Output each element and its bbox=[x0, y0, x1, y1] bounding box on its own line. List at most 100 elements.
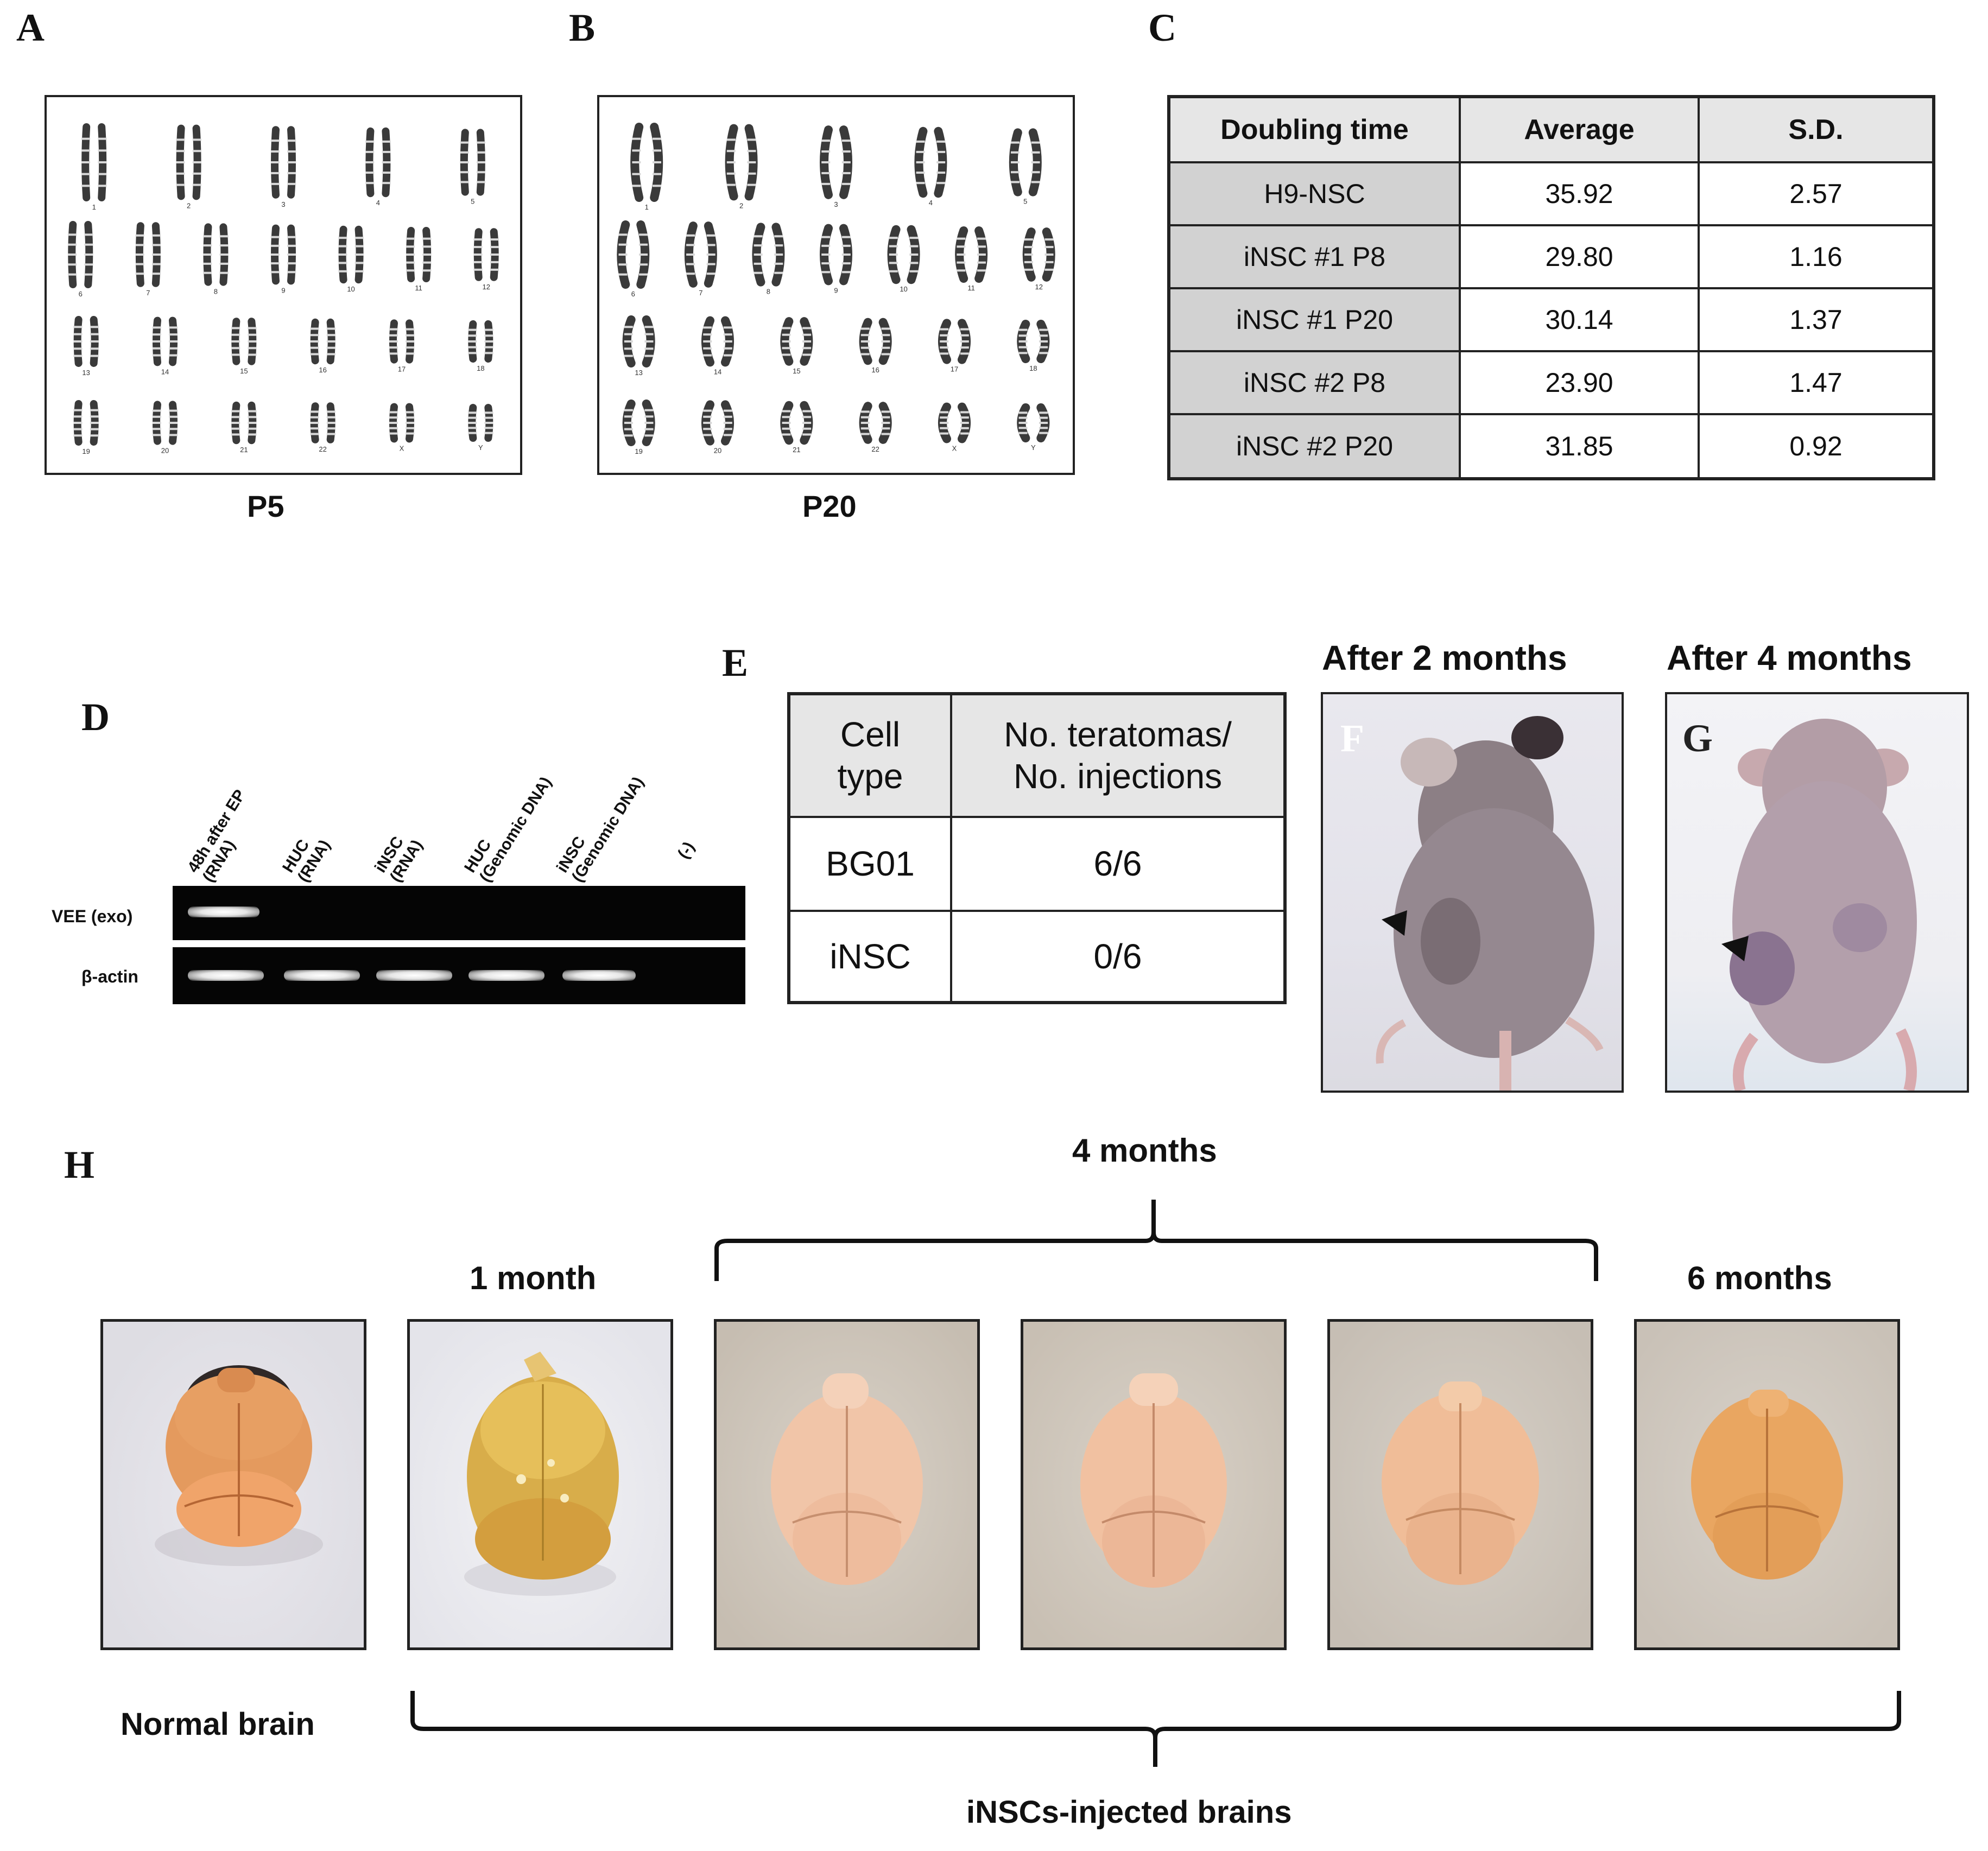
chromosome-band bbox=[841, 172, 851, 174]
chromosome-band bbox=[152, 253, 161, 256]
chromosome-pair bbox=[73, 316, 99, 367]
chromosome-band bbox=[406, 432, 415, 435]
chromosome-band bbox=[326, 433, 335, 435]
chromosome-band bbox=[389, 340, 398, 343]
chromosome-band bbox=[940, 352, 949, 355]
chromosome-number: 20 bbox=[161, 447, 169, 455]
chromosome-band bbox=[723, 434, 732, 436]
chromosome-band bbox=[916, 140, 925, 143]
chromosome-band bbox=[192, 150, 201, 153]
chromosome-band bbox=[422, 253, 432, 256]
chromosome-band bbox=[422, 261, 432, 264]
chromosome-band bbox=[802, 422, 812, 424]
chromosome-band bbox=[326, 410, 335, 413]
chromosome-number: 19 bbox=[82, 447, 90, 455]
chromosome-band bbox=[422, 269, 432, 272]
chromosome-number: 1 bbox=[645, 203, 649, 211]
chromosome-band bbox=[782, 340, 791, 343]
chromosome-band bbox=[287, 182, 296, 185]
chromosome-band bbox=[723, 354, 732, 357]
chromosome-band bbox=[484, 411, 493, 414]
chromosome-band bbox=[624, 340, 633, 343]
chromosome-band bbox=[686, 234, 695, 237]
chromosome-band bbox=[618, 253, 628, 256]
chromosome-number: 22 bbox=[871, 445, 879, 453]
chromosome-number: 9 bbox=[834, 286, 838, 294]
karyotype-caption-p20: P20 bbox=[802, 489, 857, 523]
chromosome-pair bbox=[231, 318, 257, 365]
chromosome-band bbox=[957, 261, 966, 264]
panel-label-a: A bbox=[16, 6, 45, 49]
chromosome-band bbox=[821, 161, 831, 163]
chromosome-band bbox=[326, 346, 335, 349]
chromosome-band bbox=[644, 428, 654, 430]
brain-illustration bbox=[771, 1373, 923, 1585]
chromosome-band bbox=[310, 416, 319, 419]
chromosome-band bbox=[841, 262, 851, 265]
chromosome-pair bbox=[389, 319, 415, 364]
chromosome-band bbox=[1039, 340, 1048, 343]
chromosome-band bbox=[389, 346, 398, 349]
chromosome-pair bbox=[820, 224, 852, 286]
table-cell: 29.80 bbox=[1461, 226, 1700, 289]
chromosome-band bbox=[881, 334, 890, 337]
label-injected-brains: iNSCs-injected brains bbox=[966, 1795, 1292, 1830]
gel-band bbox=[468, 970, 545, 981]
chromosome-band bbox=[73, 340, 83, 343]
chromosome-band bbox=[389, 427, 398, 429]
chromosome-band bbox=[821, 172, 831, 174]
chromosome-band bbox=[287, 244, 296, 247]
chromosome-band bbox=[310, 433, 319, 435]
chromosome-band bbox=[484, 422, 493, 424]
chromosome-pair bbox=[135, 222, 161, 287]
chromosome-band bbox=[940, 416, 949, 419]
chromosome-band bbox=[821, 271, 831, 274]
chromosome-band bbox=[1018, 328, 1028, 331]
chromosome-number: 7 bbox=[699, 289, 702, 297]
chromosome-band bbox=[723, 428, 732, 430]
chromosome-band bbox=[754, 253, 763, 256]
chromosome-band bbox=[782, 333, 791, 336]
chromosome-pair bbox=[630, 123, 663, 202]
chromosome-band bbox=[270, 236, 280, 238]
chromosome-band bbox=[152, 326, 161, 329]
chromosome-band bbox=[152, 272, 161, 275]
chromosome-band bbox=[152, 415, 161, 418]
chromosome-band bbox=[1031, 181, 1040, 183]
chromosome-band bbox=[473, 246, 483, 249]
chromosome-band bbox=[723, 333, 732, 336]
chromosome-band bbox=[782, 427, 791, 430]
chromosome-band bbox=[219, 244, 229, 247]
chromosome-band bbox=[484, 334, 493, 337]
chromosome-band bbox=[1039, 346, 1048, 348]
mouse-illustration bbox=[1376, 716, 1604, 1091]
chromosome-band bbox=[644, 434, 654, 437]
chromosome-band bbox=[841, 271, 851, 274]
chromosome-band bbox=[484, 416, 493, 419]
chromosome-band bbox=[936, 172, 946, 174]
chromosome-band bbox=[219, 235, 229, 238]
chromosome-band bbox=[477, 141, 485, 144]
chromosome-band bbox=[960, 432, 969, 435]
chromosome-band bbox=[382, 161, 391, 163]
chromosome-band bbox=[81, 149, 90, 152]
chromosome-pair bbox=[887, 225, 920, 284]
chromosome-number: Y bbox=[1031, 443, 1036, 452]
chromosome-band bbox=[406, 346, 415, 349]
chromosome-band bbox=[460, 161, 469, 163]
chromosome-band bbox=[176, 183, 185, 186]
chromosome-number: 5 bbox=[471, 198, 474, 206]
chromosome-band bbox=[782, 347, 791, 350]
chromosome-number: 16 bbox=[871, 366, 879, 374]
chromosome-band bbox=[706, 263, 716, 265]
chromosome-pair bbox=[622, 315, 655, 367]
chromosome-band bbox=[881, 346, 890, 349]
chromosome-band bbox=[960, 352, 969, 355]
doubling-time-table: Doubling time Average S.D. H9-NSC 35.92 … bbox=[1167, 95, 1935, 480]
gel-band bbox=[562, 970, 636, 981]
chromosome-pair bbox=[622, 400, 655, 446]
chromosome-band bbox=[957, 237, 966, 240]
table-cell: 2.57 bbox=[1700, 163, 1932, 226]
chromosome-band bbox=[338, 245, 347, 248]
